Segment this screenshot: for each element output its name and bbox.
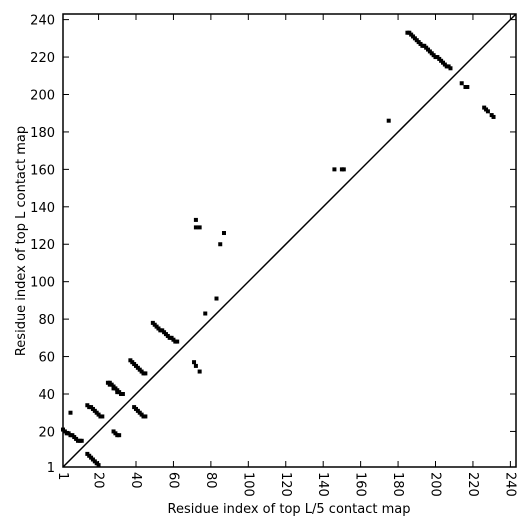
contact-point: [143, 414, 148, 419]
y-tick-label: 160: [30, 163, 55, 178]
x-tick-label: 60: [165, 472, 180, 489]
x-tick-label: 180: [390, 472, 405, 497]
y-tick-label: 1: [47, 461, 55, 476]
diagonal: [62, 13, 517, 468]
contact-point: [79, 438, 84, 443]
y-tick-label: 80: [38, 313, 55, 328]
contact-point: [218, 242, 223, 247]
contact-point: [221, 231, 226, 236]
y-tick-label: 220: [30, 51, 55, 66]
x-tick-label: 220: [465, 472, 480, 497]
contact-point: [193, 363, 198, 368]
contact-point: [197, 369, 202, 374]
contact-point: [448, 66, 453, 71]
x-tick-label: 160: [353, 472, 368, 497]
plot-frame: [62, 13, 517, 468]
contact-point: [341, 167, 346, 172]
y-tick-label: 140: [30, 201, 55, 216]
x-tick-label: 20: [91, 472, 106, 489]
contact-point: [485, 109, 490, 114]
y-tick-label: 200: [30, 88, 55, 103]
y-tick-label: 240: [30, 14, 55, 29]
contact-point: [386, 118, 391, 123]
contact-point: [192, 360, 197, 365]
x-tick-label: 140: [315, 472, 330, 497]
x-tick-label: 240: [502, 472, 517, 497]
x-tick-label: 1: [55, 472, 70, 480]
contact-point: [332, 167, 337, 172]
contact-point: [491, 114, 496, 119]
y-tick-label: 40: [38, 388, 55, 403]
x-tick-label: 40: [128, 472, 143, 489]
contact-point: [143, 371, 148, 376]
contact-point: [117, 433, 122, 438]
contact-point: [197, 225, 202, 230]
contact-point: [68, 410, 73, 415]
contact-point: [214, 296, 219, 301]
contact-point: [120, 391, 125, 396]
x-tick-label: 80: [203, 472, 218, 489]
x-axis-label: Residue index of top L/5 contact map: [168, 502, 411, 517]
y-tick-label: 20: [38, 425, 55, 440]
contact-point: [203, 311, 208, 316]
contact-point: [193, 217, 198, 222]
x-tick-label: 200: [428, 472, 443, 497]
contact-point: [175, 339, 180, 344]
y-tick-label: 100: [30, 276, 55, 291]
y-tick-label: 120: [30, 238, 55, 253]
y-tick-label: 60: [38, 351, 55, 366]
x-tick-label: 100: [240, 472, 255, 497]
x-tick-label: 120: [278, 472, 293, 497]
contact-point: [459, 81, 464, 86]
y-axis-label: Residue index of top L contact map: [14, 126, 29, 356]
contact-point: [96, 463, 101, 468]
contact-point: [193, 225, 198, 230]
y-tick-label: 180: [30, 126, 55, 141]
contact-point: [100, 414, 105, 419]
contact-point: [465, 85, 470, 90]
